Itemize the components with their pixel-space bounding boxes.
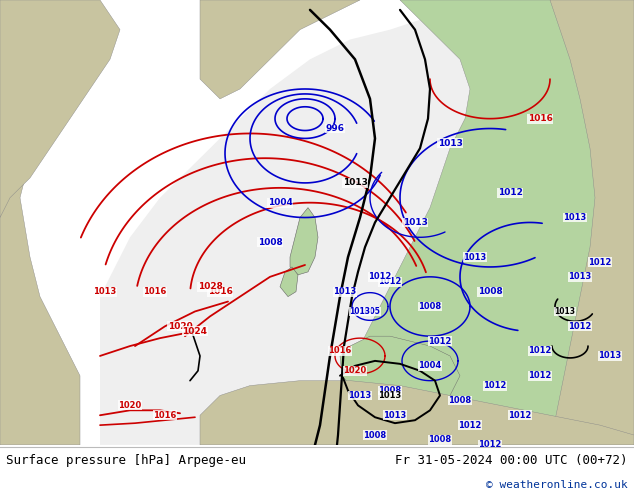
Text: 1012: 1012: [528, 346, 552, 355]
Text: 1024: 1024: [183, 327, 207, 336]
Text: 1008: 1008: [429, 436, 451, 444]
Polygon shape: [200, 381, 634, 445]
Polygon shape: [100, 0, 634, 445]
Text: 1013: 1013: [463, 252, 487, 262]
Text: 1008: 1008: [448, 396, 472, 405]
Text: 1008: 1008: [257, 238, 282, 247]
Polygon shape: [310, 0, 634, 445]
Text: 1012: 1012: [368, 272, 392, 281]
Polygon shape: [290, 208, 318, 275]
Text: 1012: 1012: [508, 411, 532, 420]
Text: 1013: 1013: [555, 307, 576, 316]
Polygon shape: [340, 336, 460, 415]
Text: 1013: 1013: [403, 218, 427, 227]
Text: 1008: 1008: [378, 386, 401, 395]
Text: 1028: 1028: [198, 282, 223, 291]
Text: 1013: 1013: [349, 307, 370, 316]
Text: 1012: 1012: [458, 420, 482, 430]
Text: 1013: 1013: [348, 391, 372, 400]
Text: 1008: 1008: [363, 431, 387, 440]
Text: 1004: 1004: [268, 198, 292, 207]
Text: 1013: 1013: [342, 178, 368, 187]
Text: 1012: 1012: [483, 381, 507, 390]
Polygon shape: [0, 0, 120, 218]
Text: 1016: 1016: [527, 114, 552, 123]
Text: 1013: 1013: [93, 287, 117, 296]
Text: 996: 996: [325, 124, 344, 133]
Polygon shape: [200, 0, 360, 99]
Text: 1008: 1008: [477, 287, 502, 296]
Text: © weatheronline.co.uk: © weatheronline.co.uk: [486, 481, 628, 490]
Text: Surface pressure [hPa] Arpege-eu: Surface pressure [hPa] Arpege-eu: [6, 454, 247, 467]
Polygon shape: [0, 0, 80, 445]
Text: 1020: 1020: [167, 322, 192, 331]
Text: 1005: 1005: [359, 307, 380, 316]
Polygon shape: [550, 0, 634, 445]
Text: 1012: 1012: [528, 371, 552, 380]
Text: 1013: 1013: [568, 272, 592, 281]
Text: 1012: 1012: [478, 441, 501, 449]
Text: 1008: 1008: [418, 302, 441, 311]
Text: 1013: 1013: [378, 391, 401, 400]
Text: 1013: 1013: [564, 213, 586, 222]
Text: 1016: 1016: [328, 346, 352, 355]
Text: 1012: 1012: [568, 322, 592, 331]
Text: 1020: 1020: [119, 401, 141, 410]
Polygon shape: [280, 267, 298, 296]
Text: 1013: 1013: [437, 139, 462, 148]
Text: 1013: 1013: [384, 411, 406, 420]
Text: 1012: 1012: [429, 337, 451, 345]
Text: 1012: 1012: [378, 277, 402, 286]
Text: 1016: 1016: [143, 287, 167, 296]
Text: 1016: 1016: [153, 411, 177, 420]
Text: 1020: 1020: [344, 366, 366, 375]
Text: 1012: 1012: [588, 258, 612, 267]
Text: 1013: 1013: [598, 351, 621, 361]
Text: 1004: 1004: [418, 361, 442, 370]
Text: 1012: 1012: [498, 188, 522, 197]
Text: Fr 31-05-2024 00:00 UTC (00+72): Fr 31-05-2024 00:00 UTC (00+72): [395, 454, 628, 467]
Text: 1016: 1016: [207, 287, 233, 296]
Text: 1013: 1013: [333, 287, 356, 296]
